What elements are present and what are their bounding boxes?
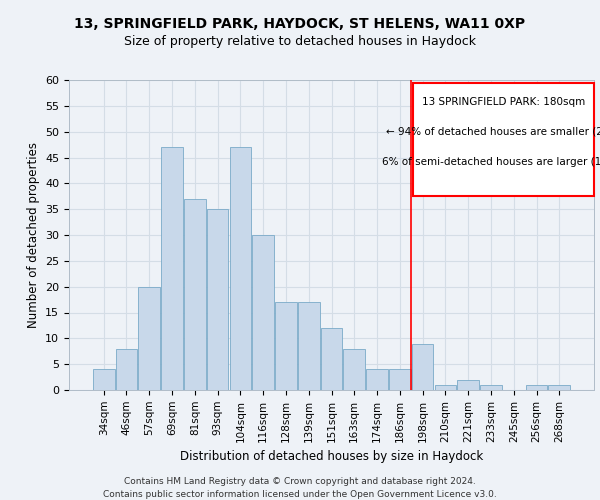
Bar	[526, 385, 547, 390]
Bar	[457, 380, 479, 390]
Y-axis label: Number of detached properties: Number of detached properties	[26, 142, 40, 328]
X-axis label: Distribution of detached houses by size in Haydock: Distribution of detached houses by size …	[180, 450, 483, 463]
Bar	[320, 328, 343, 390]
Bar	[275, 302, 297, 390]
Text: Size of property relative to detached houses in Haydock: Size of property relative to detached ho…	[124, 35, 476, 48]
Text: 13, SPRINGFIELD PARK, HAYDOCK, ST HELENS, WA11 0XP: 13, SPRINGFIELD PARK, HAYDOCK, ST HELENS…	[74, 18, 526, 32]
Bar	[139, 286, 160, 390]
Text: Contains public sector information licensed under the Open Government Licence v3: Contains public sector information licen…	[103, 490, 497, 499]
Text: 6% of semi-detached houses are larger (17) →: 6% of semi-detached houses are larger (1…	[383, 156, 600, 166]
Bar	[230, 147, 251, 390]
Bar	[548, 385, 570, 390]
Bar	[298, 302, 320, 390]
Bar	[480, 385, 502, 390]
Bar	[184, 199, 206, 390]
Bar	[412, 344, 433, 390]
Text: Contains HM Land Registry data © Crown copyright and database right 2024.: Contains HM Land Registry data © Crown c…	[124, 478, 476, 486]
Bar	[366, 370, 388, 390]
Bar	[343, 348, 365, 390]
Bar	[161, 147, 183, 390]
Bar	[116, 348, 137, 390]
Text: 13 SPRINGFIELD PARK: 180sqm: 13 SPRINGFIELD PARK: 180sqm	[422, 97, 585, 107]
FancyBboxPatch shape	[413, 83, 594, 196]
Bar	[253, 235, 274, 390]
Bar	[93, 370, 115, 390]
Bar	[207, 209, 229, 390]
Bar	[434, 385, 456, 390]
Bar	[389, 370, 410, 390]
Text: ← 94% of detached houses are smaller (283): ← 94% of detached houses are smaller (28…	[386, 127, 600, 137]
